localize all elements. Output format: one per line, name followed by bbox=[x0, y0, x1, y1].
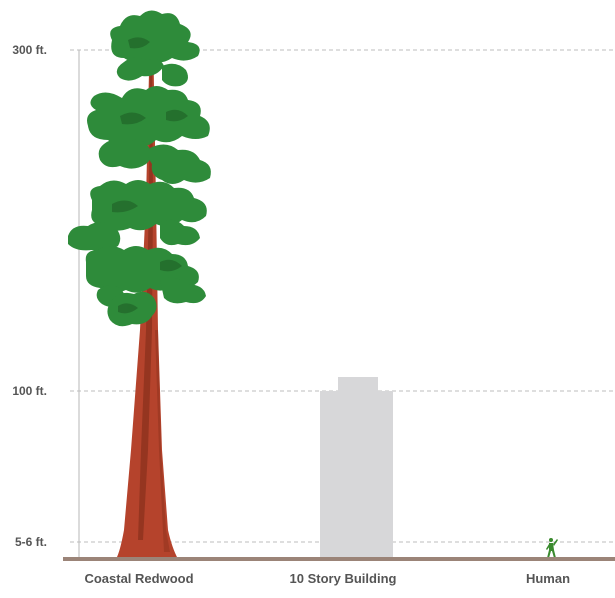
scale-label-100: 100 ft. bbox=[12, 384, 47, 398]
building-icon bbox=[320, 377, 393, 559]
scale-label-5-6: 5-6 ft. bbox=[15, 535, 47, 549]
scale-label-300: 300 ft. bbox=[12, 43, 47, 57]
label-coastal-redwood: Coastal Redwood bbox=[84, 571, 193, 586]
redwood-tree-icon bbox=[68, 10, 211, 559]
ground-line bbox=[63, 557, 615, 561]
label-10-story-building: 10 Story Building bbox=[290, 571, 397, 586]
human-figure-icon bbox=[546, 538, 558, 558]
label-human: Human bbox=[526, 571, 570, 586]
